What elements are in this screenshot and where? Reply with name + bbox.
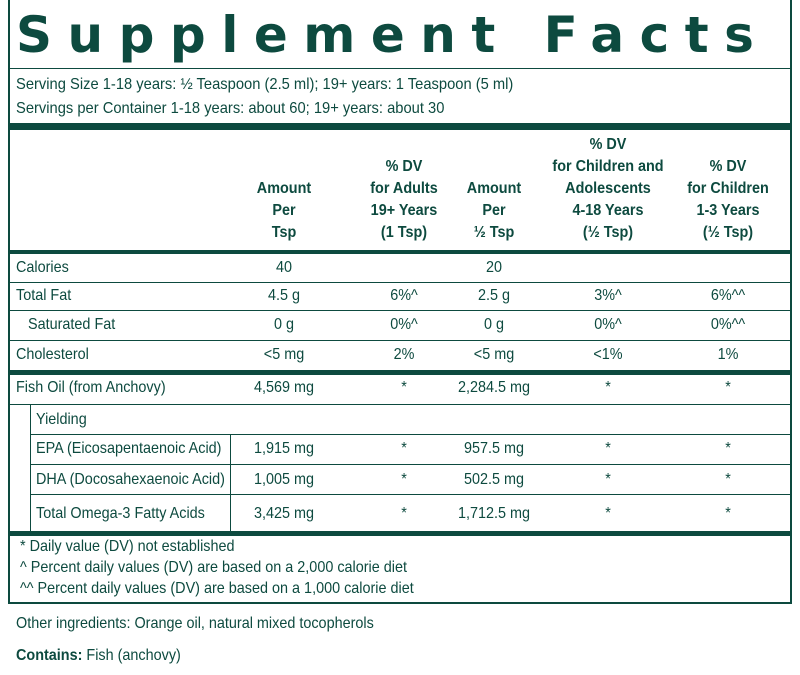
row-value-col-5: *	[725, 440, 731, 457]
row-value-col-4: 0%^	[594, 316, 622, 333]
row-value-col-1: 1,915 mg	[253, 440, 315, 457]
column-header-1-line-3: Tsp	[271, 224, 297, 241]
row-value-col-3: 957.5 mg	[463, 440, 525, 457]
label-column-divider	[230, 434, 231, 531]
row-value-col-2: *	[401, 440, 407, 457]
row-value-col-1: 1,005 mg	[253, 471, 315, 488]
row-label: Yielding	[36, 411, 87, 428]
row-label: Calories	[16, 259, 69, 276]
row-divider	[10, 404, 790, 405]
row-value-col-2: *	[401, 379, 407, 396]
row-value-col-5: *	[725, 379, 731, 396]
row-value-col-5: 6%^^	[710, 287, 746, 304]
row-value-col-3: 1,712.5 mg	[457, 505, 531, 522]
footnote-dv-not-established: * Daily value (DV) not established	[20, 538, 235, 555]
row-value-col-4: *	[605, 440, 611, 457]
column-header-5-line-2: for Children	[687, 180, 769, 197]
column-header-3-line-2: Per	[482, 202, 506, 219]
row-label: Fish Oil (from Anchovy)	[16, 379, 166, 396]
other-ingredients: Other ingredients: Orange oil, natural m…	[16, 615, 374, 632]
row-value-col-1: <5 mg	[263, 346, 305, 363]
row-value-col-3: 2,284.5 mg	[457, 379, 531, 396]
row-divider	[30, 464, 790, 465]
servings-per-container: Servings per Container 1-18 years: about…	[16, 100, 445, 117]
column-header-1-line-2: Per	[272, 202, 296, 219]
row-value-col-2: *	[401, 471, 407, 488]
row-label: Total Fat	[16, 287, 72, 304]
column-header-4-line-4: 4-18 Years	[572, 202, 644, 219]
title-rule	[10, 68, 790, 69]
column-header-5-line-4: (½ Tsp)	[702, 224, 754, 241]
row-value-col-3: 20	[485, 259, 503, 276]
column-header-5-line-3: 1-3 Years	[696, 202, 760, 219]
row-label: Total Omega-3 Fatty Acids	[36, 505, 205, 522]
row-value-col-4: *	[605, 505, 611, 522]
row-divider	[10, 340, 790, 341]
row-value-col-1: 0 g	[273, 316, 295, 333]
supplement-facts-panel: Supplement Facts Serving Size 1-18 years…	[8, 0, 792, 604]
contains-value: Fish (anchovy)	[82, 647, 181, 664]
row-value-col-3: 0 g	[483, 316, 505, 333]
row-value-col-4: *	[605, 379, 611, 396]
row-value-col-2: *	[401, 505, 407, 522]
row-value-col-3: <5 mg	[473, 346, 515, 363]
column-header-3-line-1: Amount	[466, 180, 522, 197]
row-value-col-5: *	[725, 471, 731, 488]
yielding-group-divider	[30, 404, 31, 531]
column-header-2-line-2: for Adults	[370, 180, 438, 197]
row-label: DHA (Docosahexaenoic Acid)	[36, 471, 225, 488]
row-label: Cholesterol	[16, 346, 89, 363]
row-value-col-2: 2%	[393, 346, 415, 363]
row-value-col-4: *	[605, 471, 611, 488]
row-value-col-2: 6%^	[390, 287, 418, 304]
row-value-col-5: 1%	[717, 346, 739, 363]
row-label: EPA (Eicosapentaenoic Acid)	[36, 440, 222, 457]
thick-rule-top	[10, 123, 790, 130]
row-value-col-3: 2.5 g	[477, 287, 511, 304]
serving-size: Serving Size 1-18 years: ½ Teaspoon (2.5…	[16, 76, 514, 93]
row-divider	[10, 370, 790, 375]
column-header-2-line-1: % DV	[385, 158, 423, 175]
contains-label: Contains:	[16, 647, 83, 664]
row-label: Saturated Fat	[28, 316, 116, 333]
row-value-col-5: *	[725, 505, 731, 522]
row-divider	[10, 310, 790, 311]
column-header-4-line-1: % DV	[589, 136, 627, 153]
row-divider	[30, 494, 790, 495]
row-value-col-1: 4,569 mg	[253, 379, 315, 396]
contains-line: Contains: Fish (anchovy)	[16, 645, 181, 667]
row-value-col-1: 40	[275, 259, 293, 276]
column-header-4-line-5: (½ Tsp)	[582, 224, 634, 241]
column-header-4-line-3: Adolescents	[565, 180, 651, 197]
row-value-col-2: 0%^	[390, 316, 418, 333]
footnote-rule	[10, 531, 790, 536]
column-header-4-line-2: for Children and	[552, 158, 664, 175]
row-value-col-3: 502.5 mg	[463, 471, 525, 488]
row-value-col-1: 3,425 mg	[253, 505, 315, 522]
footnote-1000-calorie: ^^ Percent daily values (DV) are based o…	[20, 580, 414, 597]
column-header-2-line-4: (1 Tsp)	[380, 224, 428, 241]
row-value-col-1: 4.5 g	[267, 287, 301, 304]
header-rule	[10, 250, 790, 254]
row-divider	[10, 282, 790, 283]
row-value-col-4: 3%^	[594, 287, 622, 304]
panel-title: Supplement Facts	[16, 6, 770, 64]
column-header-1-line-1: Amount	[256, 180, 312, 197]
footnote-2000-calorie: ^ Percent daily values (DV) are based on…	[20, 559, 407, 576]
row-value-col-5: 0%^^	[710, 316, 746, 333]
column-header-5-line-1: % DV	[709, 158, 747, 175]
row-value-col-4: <1%	[593, 346, 623, 363]
column-header-2-line-3: 19+ Years	[370, 202, 438, 219]
column-header-3-line-3: ½ Tsp	[473, 224, 515, 241]
row-divider	[30, 434, 790, 435]
